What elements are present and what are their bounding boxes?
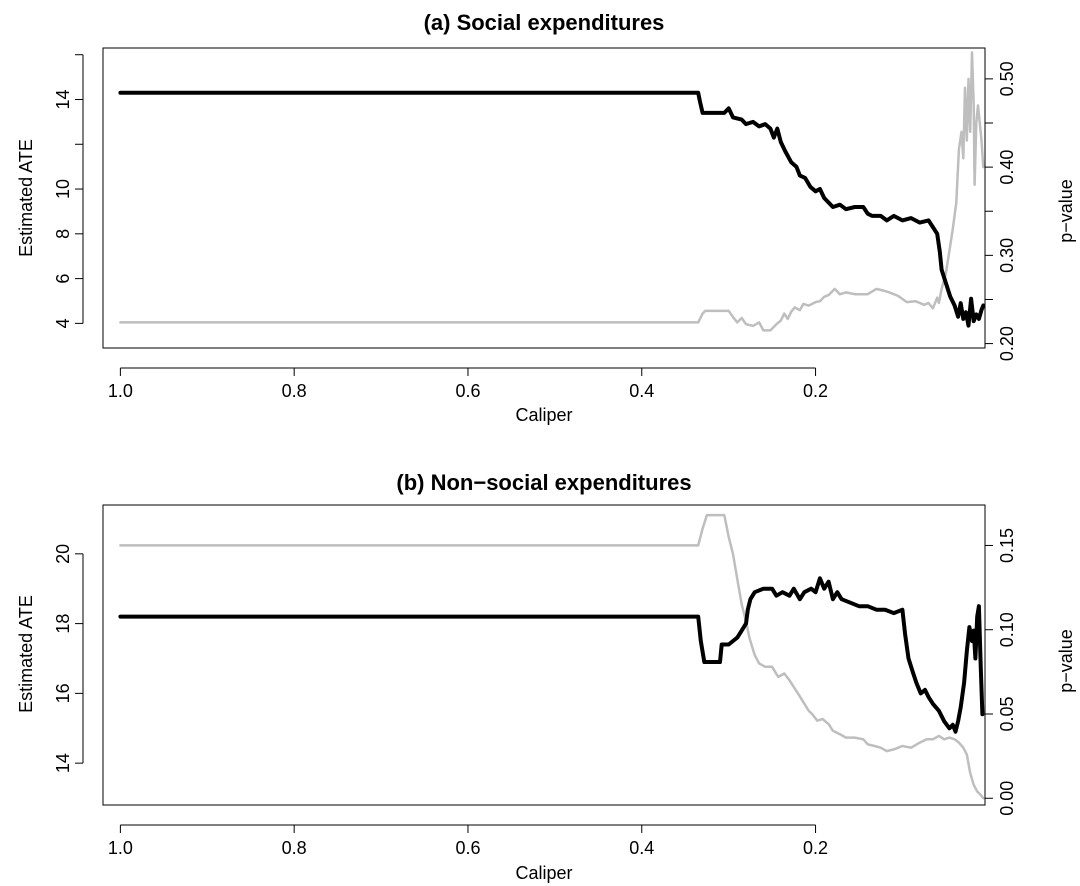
- x-tick-label: 0.4: [629, 381, 654, 401]
- y-axis-label-right: p−value: [1056, 179, 1076, 243]
- y-tick-label-left: 14: [53, 753, 73, 773]
- series-line-estimated-ate: [118, 90, 986, 328]
- y-tick-label-left: 8: [53, 229, 73, 239]
- series-line-estimated-ate: [118, 576, 985, 734]
- x-axis-label: Caliper: [515, 405, 572, 425]
- y-tick-label-right: 0.50: [997, 61, 1017, 96]
- panel-non-social-expenditures: (b) Non−social expenditures Caliper Esti…: [16, 470, 1076, 883]
- y-axis-label-right: p−value: [1056, 629, 1076, 693]
- series-line-p-value: [119, 513, 985, 800]
- y-tick-label-left: 20: [53, 544, 73, 564]
- x-tick-label: 0.4: [629, 838, 654, 858]
- panel-social-expenditures: (a) Social expenditures Caliper Estimate…: [16, 10, 1076, 425]
- series-line-p-value: [119, 51, 985, 332]
- y-tick-label-right: 0.15: [997, 528, 1017, 563]
- y-tick-label-right: 0.05: [997, 696, 1017, 731]
- x-axis-label: Caliper: [515, 863, 572, 883]
- y-tick-label-right: 0.40: [997, 150, 1017, 185]
- y-tick-label-right: 0.00: [997, 781, 1017, 816]
- x-tick-label: 1.0: [108, 838, 133, 858]
- chart-title: (a) Social expenditures: [424, 10, 665, 35]
- y-tick-label-left: 10: [53, 179, 73, 199]
- y-axis-label-left: Estimated ATE: [16, 595, 36, 713]
- y-tick-label-left: 4: [53, 318, 73, 328]
- y-tick-label-left: 14: [53, 89, 73, 109]
- x-tick-label: 0.8: [282, 381, 307, 401]
- x-tick-label: 0.8: [282, 838, 307, 858]
- x-tick-label: 0.2: [803, 381, 828, 401]
- y-axis-label-left: Estimated ATE: [16, 139, 36, 257]
- y-tick-label-right: 0.30: [997, 238, 1017, 273]
- y-tick-label-left: 16: [53, 683, 73, 703]
- y-tick-label-right: 0.10: [997, 612, 1017, 647]
- y-tick-label-left: 18: [53, 614, 73, 634]
- x-tick-label: 0.6: [455, 838, 480, 858]
- x-tick-label: 0.2: [803, 838, 828, 858]
- x-tick-label: 1.0: [108, 381, 133, 401]
- y-tick-label-right: 0.20: [997, 326, 1017, 361]
- y-tick-label-left: 6: [53, 274, 73, 284]
- x-tick-label: 0.6: [455, 381, 480, 401]
- chart-title: (b) Non−social expenditures: [396, 470, 691, 495]
